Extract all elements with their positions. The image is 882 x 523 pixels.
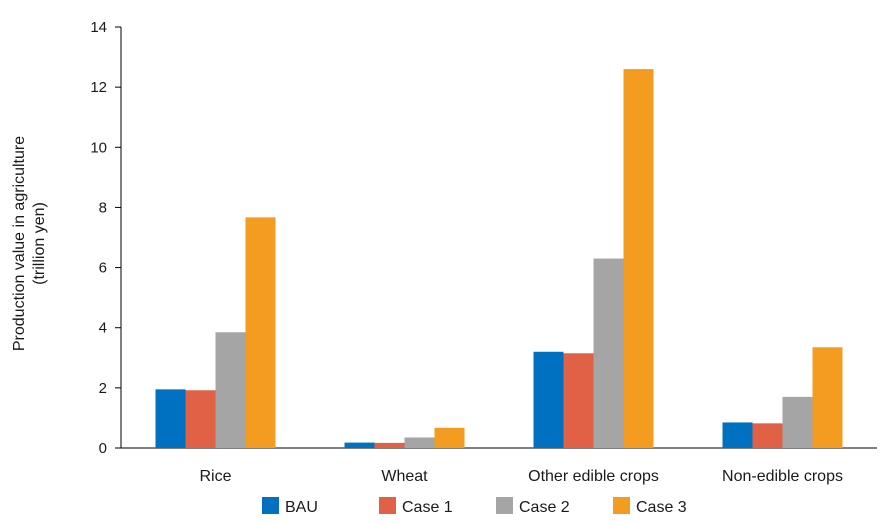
y-axis-title-line1: Production value in agriculture [11, 136, 28, 351]
y-tick-label: 6 [99, 260, 107, 277]
bar-bau-2 [344, 442, 375, 448]
bar-case-1-3 [563, 353, 594, 448]
bar-case-3-4 [812, 347, 843, 448]
y-tick-label: 0 [99, 440, 107, 457]
bar-case-3-2 [434, 427, 465, 448]
y-tick-label: 10 [90, 139, 107, 156]
category-labels: Rice Wheat Other edible crops Non-edible cr… [199, 468, 842, 485]
legend-swatch-case-3 [613, 497, 630, 514]
bar-case-1-2 [374, 442, 405, 448]
y-tick-label: 12 [90, 79, 107, 96]
y-ticks: 0 2 4 6 8 10 12 14 [90, 19, 121, 457]
category-label: Rice [199, 468, 231, 485]
bar-case-2-2 [404, 437, 435, 448]
legend-label: Case 2 [519, 499, 570, 516]
legend-swatch-case-2 [496, 497, 513, 514]
y-tick-label: 2 [99, 380, 107, 397]
legend-swatch-bau [262, 497, 279, 514]
bar-bau-4 [722, 422, 753, 448]
category-label: Other edible crops [528, 468, 659, 485]
y-tick-label: 8 [99, 199, 107, 216]
bars [155, 69, 843, 448]
bar-bau-3 [533, 351, 564, 448]
category-label: Non-edible crops [722, 468, 843, 485]
y-axis-title-line2: (trillion yen) [31, 202, 48, 285]
bar-bau-1 [155, 389, 186, 448]
category-label: Wheat [381, 468, 428, 485]
y-tick-label: 14 [90, 19, 107, 36]
bar-case-3-3 [623, 69, 654, 448]
bar-case-1-4 [752, 423, 783, 448]
bar-case-2-4 [782, 396, 813, 448]
bar-case-2-3 [593, 258, 624, 448]
legend-label: BAU [285, 499, 318, 516]
legend-label: Case 1 [402, 499, 453, 516]
legend-label: Case 3 [636, 499, 687, 516]
bar-case-1-1 [185, 390, 216, 448]
legend: BAU Case 1 Case 2 Case 3 [262, 497, 687, 516]
bar-case-2-1 [215, 332, 246, 448]
bar-case-3-1 [245, 217, 276, 448]
y-tick-label: 4 [99, 320, 107, 337]
legend-swatch-case-1 [379, 497, 396, 514]
